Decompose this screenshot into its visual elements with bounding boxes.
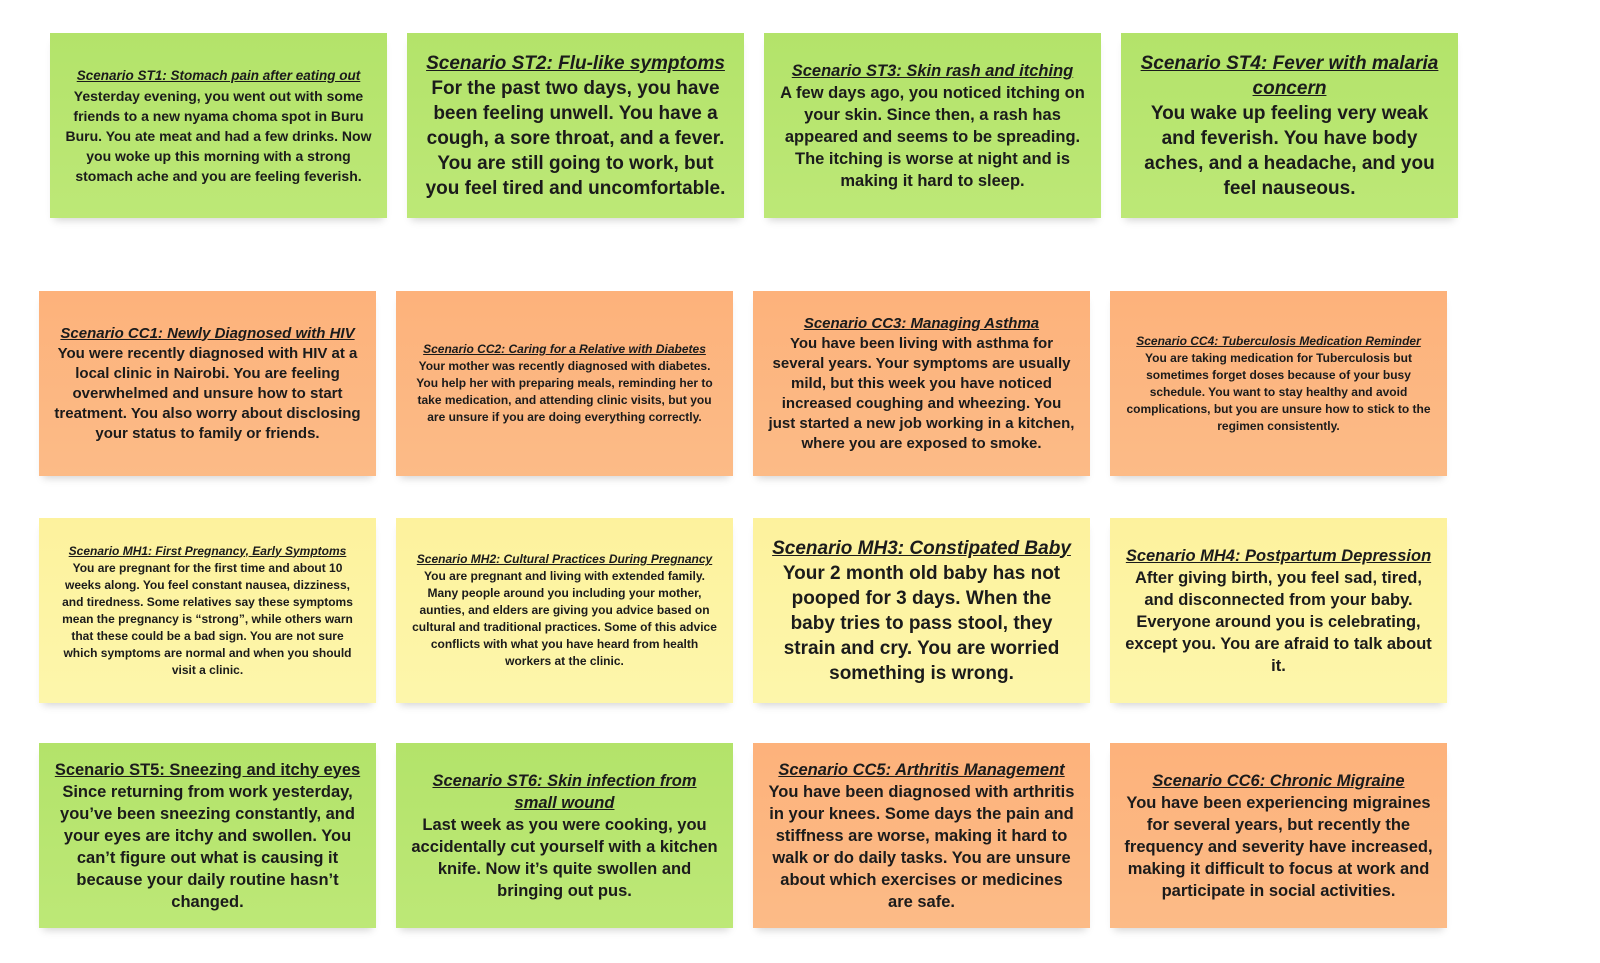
note-title: Scenario CC6: Chronic Migraine [1152,771,1405,790]
sticky-note-st2[interactable]: Scenario ST2: Flu-like symptoms For the p… [407,33,744,218]
note-title: Scenario CC1: Newly Diagnosed with HIV [60,324,355,342]
sticky-note-mh3[interactable]: Scenario MH3: Constipated Baby Your 2 mon… [753,518,1090,703]
sticky-note-st6[interactable]: Scenario ST6: Skin infection from small … [396,743,733,928]
note-body: You have been living with asthma for sev… [768,334,1075,452]
note-title: Scenario CC2: Caring for a Relative with… [423,342,706,356]
sticky-note-cc2[interactable]: Scenario CC2: Caring for a Relative with… [396,291,733,476]
sticky-note-cc6[interactable]: Scenario CC6: Chronic Migraine You have b… [1110,743,1447,928]
note-body: You are pregnant and living with extende… [412,569,717,668]
sticky-note-st3[interactable]: Scenario ST3: Skin rash and itching A few… [764,33,1101,218]
note-title: Scenario ST4: Fever with malaria concern [1140,52,1439,99]
note-body: You are pregnant for the first time and … [62,560,353,677]
sticky-note-cc3[interactable]: Scenario CC3: Managing Asthma You have be… [753,291,1090,476]
note-title: Scenario ST3: Skin rash and itching [791,61,1074,80]
note-title: Scenario ST2: Flu-like symptoms [426,52,725,74]
note-title: Scenario MH4: Postpartum Depression [1125,546,1432,565]
note-title: Scenario MH1: First Pregnancy, Early Sym… [68,543,347,558]
note-body: Your 2 month old baby has not pooped for… [782,562,1061,684]
note-title: Scenario ST5: Sneezing and itchy eyes [54,760,361,779]
sticky-note-st5[interactable]: Scenario ST5: Sneezing and itchy eyes Sin… [39,743,376,928]
sticky-note-cc5[interactable]: Scenario CC5: Arthritis Management You ha… [753,743,1090,928]
note-title: Scenario MH2: Cultural Practices During … [416,552,713,566]
note-body: You are taking medication for Tuberculos… [1126,350,1431,433]
sticky-note-st4[interactable]: Scenario ST4: Fever with malaria concern… [1121,33,1458,218]
note-body: You have been experiencing migraines for… [1124,793,1433,900]
note-body: For the past two days, you have been fee… [425,77,726,199]
sticky-note-cc1[interactable]: Scenario CC1: Newly Diagnosed with HIV Yo… [39,291,376,476]
note-title: Scenario ST6: Skin infection from small … [432,771,697,812]
sticky-note-st1[interactable]: Scenario ST1: Stomach pain after eating … [50,33,387,218]
sticky-note-mh4[interactable]: Scenario MH4: Postpartum Depression After… [1110,518,1447,703]
sticky-note-mh2[interactable]: Scenario MH2: Cultural Practices During … [396,518,733,703]
note-body: A few days ago, you noticed itching on y… [780,83,1085,190]
note-title: Scenario CC5: Arthritis Management [778,760,1065,779]
note-body: Your mother was recently diagnosed with … [416,359,713,424]
note-body: After giving birth, you feel sad, tired,… [1125,568,1432,675]
note-title: Scenario ST1: Stomach pain after eating … [76,67,361,83]
note-body: Yesterday evening, you went out with som… [65,87,372,184]
note-title: Scenario CC3: Managing Asthma [803,314,1040,332]
note-body: You have been diagnosed with arthritis i… [768,782,1075,911]
note-title: Scenario MH3: Constipated Baby [772,537,1071,559]
note-title: Scenario CC4: Tuberculosis Medication Re… [1136,333,1421,348]
sticky-note-mh1[interactable]: Scenario MH1: First Pregnancy, Early Sym… [39,518,376,703]
note-body: Since returning from work yesterday, you… [60,782,355,911]
note-body: Last week as you were cooking, you accid… [411,815,718,900]
note-body: You wake up feeling very weak and feveri… [1144,102,1435,199]
note-body: You were recently diagnosed with HIV at … [54,344,361,442]
sticky-note-cc4[interactable]: Scenario CC4: Tuberculosis Medication Re… [1110,291,1447,476]
